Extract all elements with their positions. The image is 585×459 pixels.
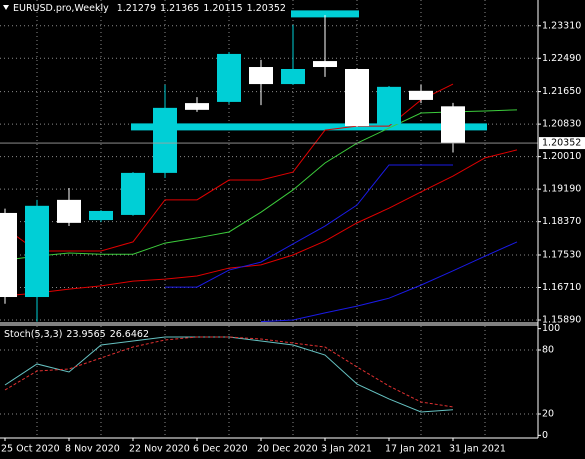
header-marker	[3, 5, 9, 10]
x-tick-label: 17 Jan 2021	[385, 444, 442, 455]
candle-body	[121, 172, 145, 215]
current-price-label: 1.20352	[542, 138, 581, 149]
candle-body	[217, 53, 241, 102]
y-tick-label: 1.22490	[542, 53, 581, 64]
y-tick-label: 1.20010	[542, 151, 581, 162]
candle-body	[441, 106, 465, 144]
candle-body	[313, 61, 337, 68]
current-price-box	[539, 137, 585, 150]
indicator-y-tick-label: 100	[542, 323, 560, 334]
indicator-header: Stoch(5,3,3) 23.9565 26.6462	[4, 329, 149, 340]
header-value: 23.9565	[66, 329, 105, 340]
x-tick-label: 20 Dec 2020	[257, 444, 318, 455]
header-value: 1.20352	[247, 3, 286, 14]
indicator-y-tick-label: 20	[542, 409, 554, 420]
y-tick-label: 1.20830	[542, 119, 581, 130]
stochastic-line	[4, 336, 454, 413]
indicator-line	[4, 109, 518, 261]
candle-body	[57, 199, 81, 223]
level-band	[131, 123, 487, 131]
candle-body	[249, 67, 273, 85]
candle-body	[89, 210, 113, 221]
level-band	[291, 10, 359, 18]
indicator-y-tick-label: 0	[542, 430, 548, 441]
header-value: 1.20115	[203, 3, 242, 14]
y-tick-label: 1.18370	[542, 216, 581, 227]
indicator-line	[4, 149, 518, 297]
candle-body	[409, 90, 433, 100]
indicator-y-tick-label: 80	[542, 345, 554, 356]
y-tick-label: 1.21650	[542, 86, 581, 97]
header-value: EURUSD.pro,Weekly	[13, 3, 109, 14]
x-tick-label: 25 Oct 2020	[1, 444, 60, 455]
x-tick-label: 6 Dec 2020	[193, 444, 248, 455]
x-tick-label: 8 Nov 2020	[65, 444, 120, 455]
x-tick-label: 3 Jan 2021	[321, 444, 372, 455]
x-tick-label: 31 Jan 2021	[449, 444, 506, 455]
header-value: Stoch(5,3,3)	[4, 329, 62, 340]
indicator-line	[4, 83, 454, 252]
y-tick-label: 1.17530	[542, 249, 581, 260]
x-tick-label: 22 Nov 2020	[129, 444, 190, 455]
header-value: 1.21365	[160, 3, 199, 14]
header-value: 1.21279	[117, 3, 156, 14]
y-tick-label: 1.16710	[542, 282, 581, 293]
y-tick-label: 1.19190	[542, 184, 581, 195]
candle-body	[281, 69, 305, 85]
indicator-line	[260, 241, 518, 323]
candle-body	[153, 107, 177, 173]
candle-body	[185, 103, 209, 110]
candle-body	[377, 86, 401, 125]
y-tick-label: 1.15890	[542, 315, 581, 326]
y-tick-label: 1.23310	[542, 20, 581, 31]
indicator-line	[165, 164, 453, 288]
stochastic-line	[4, 336, 454, 408]
candle-body	[345, 69, 369, 127]
header-value: 26.6462	[110, 329, 149, 340]
candle-body	[0, 212, 17, 298]
candle-body	[25, 205, 49, 298]
chart-header: EURUSD.pro,Weekly 1.21279 1.21365 1.20115 1.…	[13, 3, 286, 14]
